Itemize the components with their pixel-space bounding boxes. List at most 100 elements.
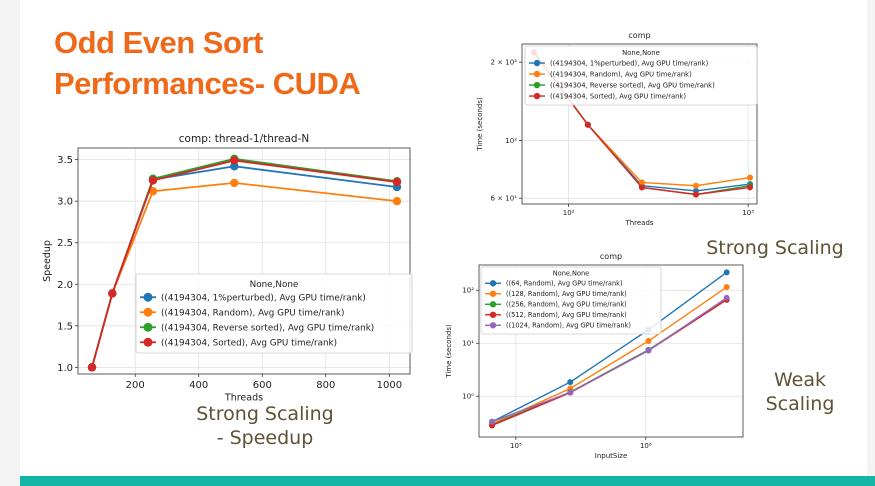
- x-tick-label: 1000: [377, 380, 402, 391]
- legend-marker: [143, 292, 153, 302]
- legend-entry: ((256, Random), Avg GPU time/rank): [485, 301, 627, 309]
- y-tick-label: 10²: [505, 137, 517, 145]
- plot-frame: [521, 43, 758, 205]
- legend-entry: ((1024, Random), Avg GPU time/rank): [485, 322, 631, 330]
- legend-label: ((1024, Random), Avg GPU time/rank): [506, 322, 631, 330]
- series: [87, 156, 402, 372]
- data-point: [723, 294, 730, 301]
- series-line: [491, 271, 728, 423]
- slide-title: Odd Even Sort Performances- CUDA: [54, 22, 361, 104]
- legend-label: ((4194304, Sorted), Avg GPU time/rank): [161, 338, 337, 348]
- x-axis-label: InputSize: [595, 452, 628, 460]
- legend-marker: [143, 322, 153, 332]
- data-point: [567, 379, 574, 386]
- y-tick-label: 10²: [462, 287, 474, 295]
- legend-marker: [143, 337, 153, 347]
- weak-scaling-chart: 10⁵ 10⁶ 10⁰ 10¹ 10² comp InputSize Time (second…: [445, 252, 744, 460]
- speedup-chart: 200 400 600 800 1000 1.0 1.5 2.0 2.5 3.0 3.5 comp: …: [42, 133, 413, 404]
- series-line: [491, 297, 728, 423]
- y-tick-label: 1.5: [57, 321, 73, 332]
- legend-label: ((128, Random), Avg GPU time/rank): [506, 290, 627, 298]
- data-point: [723, 284, 730, 291]
- legend-label: ((512, Random), Avg GPU time/rank): [506, 311, 627, 319]
- legend-title: None,None: [622, 49, 660, 57]
- legend-label: ((4194304, 1%perturbed), Avg GPU time/ra…: [550, 59, 709, 67]
- y-axis-label: Speedup: [42, 240, 53, 282]
- legend-entry: ((4194304, Reverse sorted), Avg GPU time…: [140, 322, 374, 333]
- caption-speedup-line-2: - Speedup: [216, 427, 314, 449]
- data-point: [392, 177, 402, 187]
- caption-strong-scaling: Strong Scaling: [706, 237, 844, 259]
- y-axis-label: Time (seconds): [445, 324, 453, 379]
- legend-box: [135, 273, 413, 354]
- legend-label: ((64, Random), Avg GPU time/rank): [506, 280, 623, 288]
- legend-label: ((4194304, 1%perturbed), Avg GPU time/ra…: [161, 293, 366, 303]
- data-point: [230, 162, 239, 171]
- legend-label: ((4194304, Reverse sorted), Avg GPU time…: [161, 323, 374, 333]
- caption-weak-scaling: Weak Scaling: [760, 368, 840, 416]
- legend-marker: [533, 70, 541, 78]
- data-point: [692, 182, 699, 189]
- plot-frame: [77, 147, 411, 375]
- x-axis-label: Threads: [224, 393, 263, 404]
- slide-right-margin: [867, 0, 875, 486]
- chart-title: comp: thread-1/thread-N: [179, 133, 309, 145]
- bottom-accent-bar: [20, 476, 875, 486]
- legend: None,None ((4194304, 1%perturbed), Avg GP…: [524, 45, 758, 106]
- data-point: [148, 187, 158, 196]
- data-point: [567, 389, 574, 396]
- y-tick-label: 2.5: [57, 238, 73, 249]
- title-line-1: Odd Even Sort: [54, 25, 263, 60]
- x-tick-label: 200: [126, 380, 145, 391]
- y-axis-label: Time (seconds): [476, 97, 484, 152]
- data-point: [645, 347, 652, 354]
- legend-label: ((4194304, Random), Avg GPU time/rank): [161, 308, 344, 318]
- x-tick-label: 10⁶: [640, 442, 652, 450]
- legend-entry: ((4194304, Sorted), Avg GPU time/rank): [140, 337, 337, 348]
- data-point: [108, 289, 117, 298]
- data-point: [230, 156, 239, 165]
- y-tick-label: 6 × 10¹: [491, 195, 518, 203]
- legend-marker: [489, 280, 497, 287]
- caption-speedup: Strong Scaling - Speedup: [175, 402, 355, 450]
- legend-entry: ((128, Random), Avg GPU time/rank): [485, 290, 627, 298]
- x-tick-label: 10³: [742, 209, 754, 217]
- data-point: [692, 191, 699, 198]
- legend-entry: ((4194304, Reverse sorted), Avg GPU time…: [529, 81, 715, 89]
- series-line: [491, 286, 728, 425]
- legend-marker: [489, 301, 497, 308]
- legend-label: ((4194304, Sorted), Avg GPU time/rank): [550, 92, 686, 100]
- series: [489, 294, 730, 425]
- chart-title: comp: [628, 31, 650, 40]
- chart-title: comp: [600, 252, 622, 261]
- data-point: [148, 176, 158, 185]
- strong-scaling-chart: 10² 10³ 6 × 10¹ 10² 2 × 10² comp Threads Time (…: [476, 31, 758, 227]
- legend-marker: [489, 311, 497, 318]
- legend-marker: [489, 290, 497, 297]
- title-line-2: Performances- CUDA: [54, 66, 361, 101]
- legend-entry: ((4194304, 1%perturbed), Avg GPU time/ra…: [140, 292, 366, 303]
- legend-entry: ((4194304, Random), Avg GPU time/rank): [140, 307, 344, 318]
- y-tick-label: 3.0: [57, 197, 73, 208]
- legend-entry: ((4194304, 1%perturbed), Avg GPU time/ra…: [529, 59, 709, 67]
- legend-marker: [533, 59, 541, 67]
- y-tick-label: 2 × 10²: [491, 59, 518, 67]
- y-tick-label: 3.5: [57, 155, 73, 166]
- legend-entry: ((4194304, Sorted), Avg GPU time/rank): [529, 92, 686, 100]
- data-point: [747, 184, 754, 191]
- legend-marker: [533, 92, 541, 100]
- data-point: [638, 179, 645, 186]
- legend-label: ((256, Random), Avg GPU time/rank): [506, 301, 627, 309]
- y-tick-label: 10¹: [462, 340, 474, 348]
- caption-speedup-line-1: Strong Scaling: [196, 403, 334, 425]
- slide-left-margin: [0, 0, 20, 486]
- legend-label: ((4194304, Random), Avg GPU time/rank): [550, 70, 692, 78]
- legend-marker: [489, 322, 497, 329]
- legend-title: None,None: [250, 280, 299, 290]
- legend-marker: [533, 81, 541, 89]
- legend-title: None,None: [553, 270, 590, 278]
- data-point: [638, 184, 645, 191]
- plot-frame: [478, 264, 744, 438]
- x-tick-label: 10²: [563, 209, 575, 217]
